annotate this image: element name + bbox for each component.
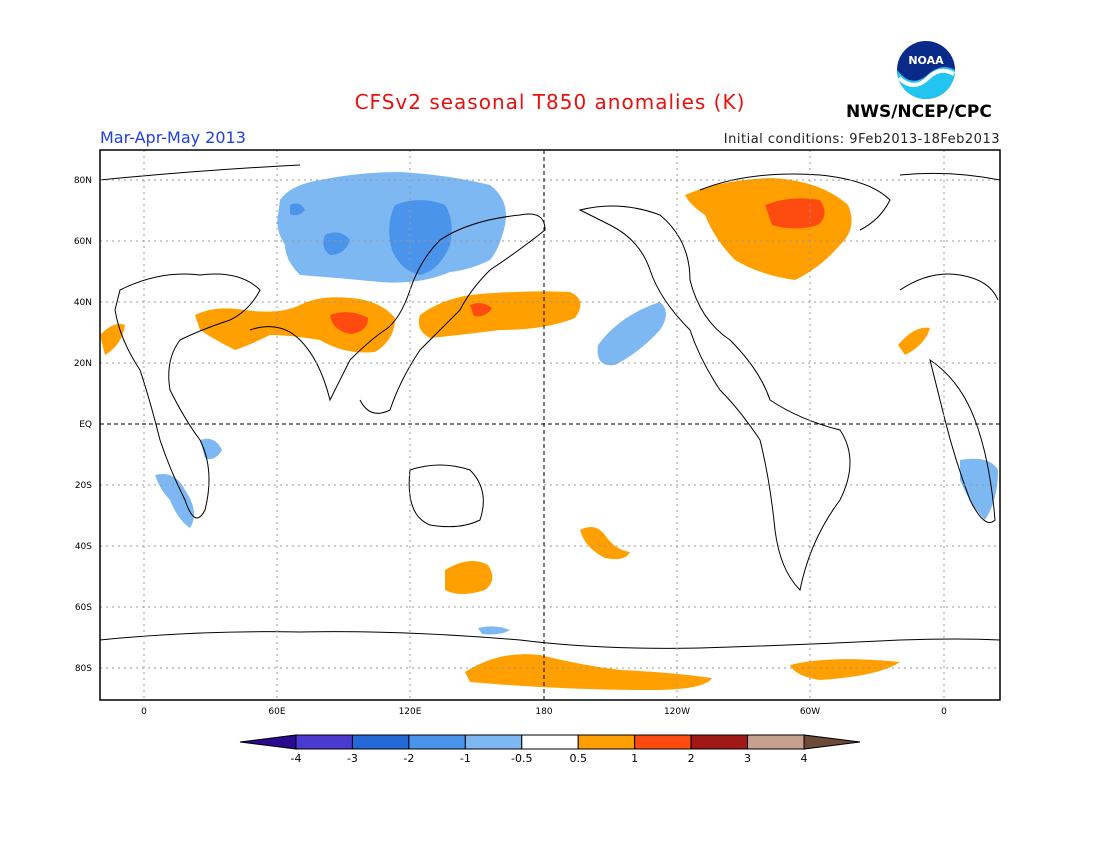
colorbar-right-arrow <box>803 734 861 750</box>
colorbar-swatch <box>351 734 410 750</box>
colorbar-swatch <box>690 734 749 750</box>
lat-tick: 80S <box>75 664 92 674</box>
graticule <box>100 150 1000 700</box>
coastlines <box>99 164 1001 649</box>
colorbar-swatch <box>464 734 523 750</box>
colorbar-label: -3 <box>347 752 358 765</box>
warm-region-antarctic <box>465 654 712 690</box>
cold-region-pacific <box>597 302 666 366</box>
colorbar-label: 3 <box>744 752 751 765</box>
lon-tick: 60W <box>800 707 820 717</box>
noaa-logo-text: NOAA <box>908 54 944 67</box>
colorbar-label: 0.5 <box>569 752 587 765</box>
warm-region-right-edge <box>898 327 930 355</box>
colorbar-label: -1 <box>460 752 471 765</box>
lat-tick: 80N <box>74 176 92 186</box>
colorbar-label: 4 <box>801 752 808 765</box>
lat-tick: 40S <box>75 542 92 552</box>
cold-region-siberia-core <box>389 200 452 275</box>
lat-tick: EQ <box>79 420 92 430</box>
colorbar-swatch <box>747 734 805 750</box>
colorbar-label: -0.5 <box>511 752 532 765</box>
warm-region-tibet-core <box>330 312 368 334</box>
colorbar-swatch <box>577 734 636 750</box>
reference-lines <box>100 150 1000 700</box>
colorbar-swatch <box>408 734 466 750</box>
cold-region-siberia-core3 <box>290 203 305 216</box>
colorbar-swatch <box>521 734 579 750</box>
agency-label: NWS/NCEP/CPC <box>846 102 992 122</box>
warm-region-npacific-core <box>470 303 492 317</box>
colorbar-label: -2 <box>403 752 414 765</box>
lat-tick: 60N <box>74 237 92 247</box>
colorbar-label: 2 <box>688 752 695 765</box>
cold-region-africa <box>155 474 194 528</box>
cold-region-siberia-core2 <box>323 232 350 255</box>
lon-tick: 120W <box>664 707 690 717</box>
colorbar-swatch <box>295 734 353 750</box>
warm-region-asia <box>195 297 395 353</box>
lon-tick: 180 <box>535 707 552 717</box>
colorbar-left-arrow <box>239 734 297 750</box>
cold-region-africa-right <box>960 458 998 520</box>
map-frame <box>99 149 1001 701</box>
warm-region-canada-core <box>765 198 825 229</box>
warm-region-left-edge <box>100 323 125 355</box>
colorbar-label: -4 <box>291 752 302 765</box>
warm-region-south-indian <box>445 561 493 594</box>
lat-tick: 40N <box>74 298 92 308</box>
cold-region-antarctic <box>478 626 510 635</box>
anomaly-regions <box>100 172 998 690</box>
colorbar-label: 1 <box>631 752 638 765</box>
lat-tick: 60S <box>75 603 92 613</box>
noaa-logo: NOAA <box>897 41 955 99</box>
initial-conditions-label: Initial conditions: 9Feb2013-18Feb2013 <box>723 132 1000 147</box>
warm-region-south-pacific <box>580 526 630 560</box>
colorbar-swatch <box>634 734 692 750</box>
lon-tick: 0 <box>941 707 947 717</box>
map-title: CFSv2 seasonal T850 anomalies (K) <box>354 90 746 114</box>
lon-tick: 60E <box>268 707 285 717</box>
season-label: Mar-Apr-May 2013 <box>100 128 246 147</box>
warm-region-npacific <box>418 291 581 338</box>
warm-region-antarctic2 <box>790 659 900 680</box>
lat-ticks: 80N 60N 40N 20N EQ 20S 40S 60S 80S <box>74 176 92 674</box>
lat-tick: 20S <box>75 481 92 491</box>
lon-tick: 0 <box>141 707 147 717</box>
warm-region-canada <box>685 178 852 280</box>
lat-tick: 20N <box>74 359 92 369</box>
colorbar: -4 -3 -2 -1 -0.5 0.5 1 2 3 4 <box>239 734 861 765</box>
lon-ticks: 0 60E 120E 180 120W 60W 0 <box>141 707 947 717</box>
lon-tick: 120E <box>399 707 422 717</box>
